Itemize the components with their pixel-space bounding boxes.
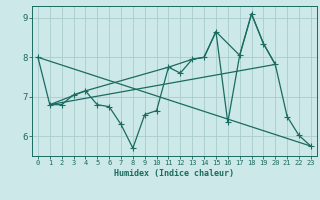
X-axis label: Humidex (Indice chaleur): Humidex (Indice chaleur) [115,169,234,178]
